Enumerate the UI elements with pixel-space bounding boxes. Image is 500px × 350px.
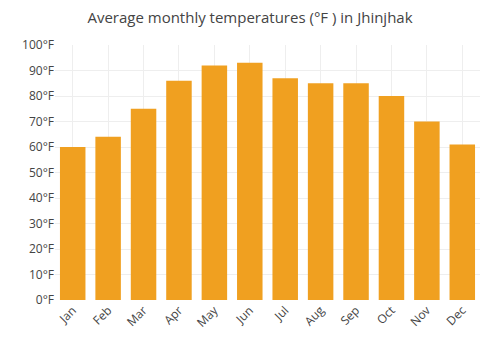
svg-text:100°F: 100°F [22, 36, 54, 53]
svg-text:Jan: Jan [55, 302, 80, 327]
svg-text:Nov: Nov [406, 302, 434, 330]
svg-text:Average monthly temperatures (: Average monthly temperatures (°F ) in Jh… [87, 7, 412, 27]
svg-text:May: May [193, 301, 222, 330]
svg-text:60°F: 60°F [29, 138, 54, 155]
svg-text:Jun: Jun [231, 302, 256, 327]
svg-text:80°F: 80°F [29, 87, 54, 104]
svg-text:Jul: Jul [270, 302, 292, 324]
svg-text:0°F: 0°F [36, 291, 54, 308]
svg-text:Sep: Sep [336, 302, 363, 329]
svg-text:20°F: 20°F [29, 240, 54, 257]
svg-text:40°F: 40°F [29, 189, 54, 206]
svg-text:Oct: Oct [373, 302, 399, 328]
svg-text:Mar: Mar [123, 302, 151, 330]
svg-text:Aug: Aug [300, 302, 328, 330]
svg-text:30°F: 30°F [29, 215, 54, 232]
svg-text:Feb: Feb [89, 302, 115, 328]
svg-text:10°F: 10°F [29, 266, 54, 283]
svg-text:50°F: 50°F [29, 164, 54, 181]
svg-text:Dec: Dec [442, 302, 469, 329]
svg-text:70°F: 70°F [29, 113, 54, 130]
svg-text:Apr: Apr [160, 302, 186, 328]
svg-text:90°F: 90°F [29, 62, 54, 79]
